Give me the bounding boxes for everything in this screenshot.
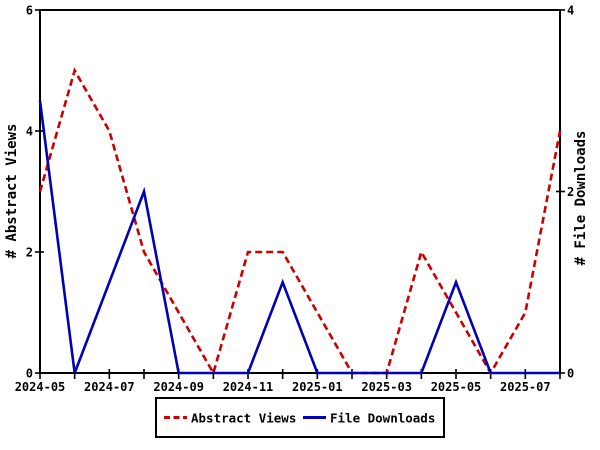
x-tick-label: 2024-05 (15, 380, 66, 394)
x-tick-label: 2025-07 (500, 380, 551, 394)
legend-label-file-downloads: File Downloads (330, 411, 435, 426)
abstract-views-line (38, 67, 562, 377)
right-tick-label: 0 (567, 367, 574, 381)
x-tick-label: 2024-09 (153, 380, 204, 394)
legend: Abstract Views File Downloads (155, 397, 445, 438)
left-tick-label: 2 (26, 246, 33, 260)
x-tick-label: 2025-03 (361, 380, 412, 394)
right-tick-label: 2 (567, 185, 574, 199)
x-tick-label: 2024-07 (84, 380, 135, 394)
legend-label-abstract-views: Abstract Views (191, 411, 296, 426)
x-tick-label: 2025-01 (292, 380, 343, 394)
right-tick-label: 4 (567, 4, 574, 18)
left-tick-label: 4 (26, 125, 33, 139)
right-axis-title: # File Downloads (573, 131, 589, 266)
x-tick-label: 2024-11 (223, 380, 274, 394)
x-axis: 2024-05 2024-07 2024-09 2024-11 2025-01 2025-… (15, 369, 561, 394)
file-downloads-line (38, 100, 560, 375)
legend-box (155, 397, 445, 438)
left-axis: 0 2 4 6 # Abstract Views (4, 4, 44, 381)
left-tick-label: 0 (26, 367, 33, 381)
x-tick-label: 2025-05 (431, 380, 482, 394)
left-tick-label: 6 (26, 4, 33, 18)
plot-frame (39, 9, 561, 374)
left-axis-title: # Abstract Views (4, 124, 20, 259)
